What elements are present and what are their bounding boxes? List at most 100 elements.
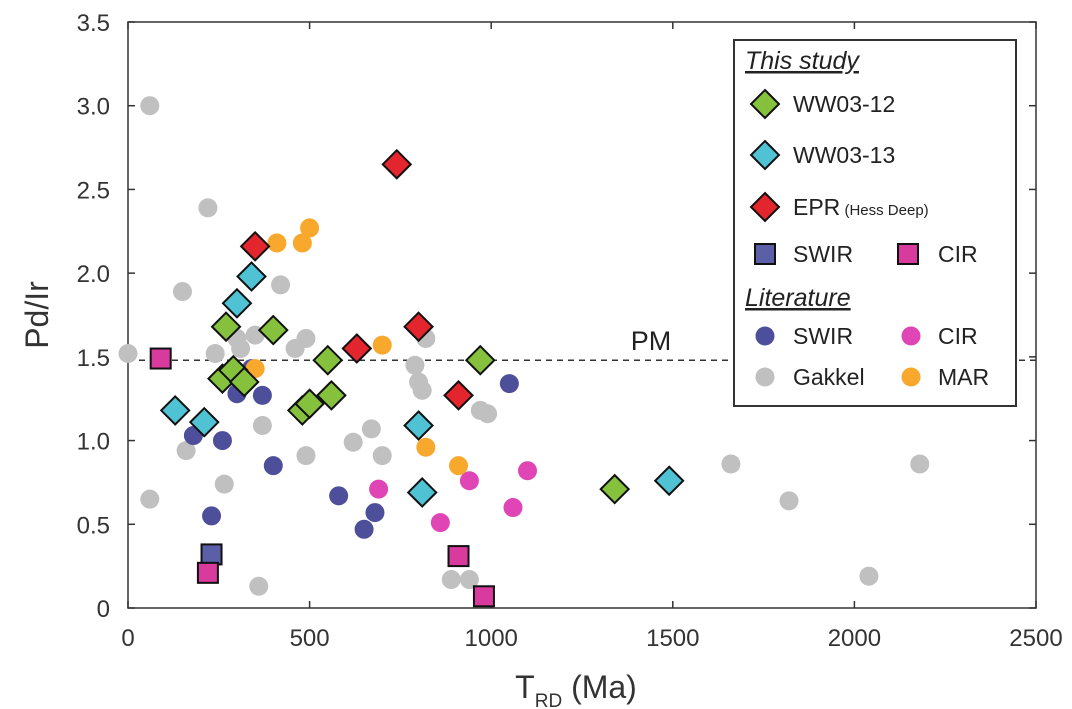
point-gakkel — [252, 416, 272, 436]
y-tick-label: 2.0 — [77, 261, 110, 288]
point-gakkel — [779, 491, 799, 511]
y-tick-label: 2.5 — [77, 177, 110, 204]
point-ww0313 — [159, 395, 191, 426]
legend-heading-literature: Literature — [745, 284, 851, 312]
x-tick-label: 1500 — [646, 625, 699, 652]
legend-mar-label: MAR — [938, 364, 989, 390]
point-gakkel — [140, 489, 160, 509]
series-ww0313 — [159, 261, 685, 508]
series-ww0312 — [207, 311, 631, 505]
point-cir_lit — [503, 498, 523, 518]
point-swir_lit — [252, 385, 272, 405]
point-swir_lit — [499, 374, 519, 394]
point-gakkel — [296, 446, 316, 466]
point-gakkel — [172, 282, 192, 302]
legend-swir-square-label: SWIR — [793, 241, 853, 267]
y-tick-label: 0.5 — [77, 512, 110, 539]
point-gakkel — [459, 570, 479, 590]
point-ww0312 — [210, 311, 242, 343]
point-ww0312 — [257, 314, 289, 346]
point-swir_lit — [212, 431, 232, 451]
point-gakkel — [176, 441, 196, 461]
point-swir_sq — [200, 543, 223, 566]
point-gakkel — [910, 454, 930, 474]
point-ww0313 — [236, 261, 267, 292]
point-gakkel — [214, 474, 234, 494]
point-cir_sq — [472, 585, 495, 608]
legend-ww0312-label: WW03-12 — [793, 91, 895, 117]
point-ww0313 — [221, 287, 253, 319]
y-tick-label: 0 — [97, 596, 110, 623]
point-cir_sq — [447, 545, 470, 568]
point-epr — [239, 230, 271, 262]
y-tick-label: 3.0 — [77, 94, 110, 121]
point-cir_sq — [196, 561, 219, 584]
point-cir_lit — [430, 513, 450, 533]
point-gakkel — [296, 328, 316, 348]
data-points — [118, 96, 930, 608]
point-epr — [341, 333, 373, 364]
legend-heading-this-study: This study — [745, 47, 860, 75]
point-cir_sq — [149, 347, 172, 370]
point-ww0312 — [315, 379, 347, 411]
point-ww0312 — [294, 388, 326, 420]
y-tick-label: 1.0 — [77, 429, 110, 456]
x-tick-label: 1000 — [465, 625, 518, 652]
point-gakkel — [343, 432, 363, 452]
point-gakkel — [118, 344, 138, 364]
point-epr — [381, 148, 413, 180]
point-ww0313 — [403, 410, 434, 441]
point-gakkel — [441, 570, 461, 590]
point-ww0313 — [406, 477, 438, 508]
point-swir_lit — [202, 506, 222, 526]
x-axis-label: TRD (Ma) — [515, 669, 637, 709]
point-gakkel — [205, 344, 225, 364]
legend-mar-marker — [901, 367, 921, 387]
point-ww0313 — [188, 406, 220, 438]
point-mar — [300, 218, 320, 238]
legend-ww0312-marker — [749, 88, 781, 120]
legend-cir-lit-marker — [901, 326, 921, 346]
point-epr — [443, 379, 474, 411]
series-cir_sq — [149, 347, 495, 608]
point-mar — [416, 437, 436, 457]
point-gakkel — [198, 198, 218, 218]
x-tick-label: 2000 — [828, 625, 881, 652]
series-swir_sq — [200, 543, 223, 566]
legend-swir-lit-marker — [755, 326, 775, 346]
point-gakkel — [231, 338, 251, 358]
point-gakkel — [249, 576, 269, 596]
point-swir_lit — [329, 486, 349, 506]
point-mar — [372, 335, 392, 355]
legend-epr-label: EPR (Hess Deep) — [793, 194, 929, 220]
point-mar — [292, 233, 312, 253]
point-mar — [449, 456, 469, 476]
legend-cir-square-marker — [897, 243, 919, 265]
point-gakkel — [140, 96, 160, 116]
legend-cir-square-label: CIR — [938, 241, 978, 267]
legend-box — [733, 39, 1017, 407]
point-gakkel — [405, 355, 425, 375]
legend-swir-square-marker — [754, 243, 776, 265]
series-epr — [239, 148, 474, 411]
pm-label: PM — [631, 326, 672, 356]
series-swir_lit — [183, 359, 519, 539]
point-swir_lit — [365, 503, 385, 523]
point-cir_lit — [518, 461, 538, 481]
point-gakkel — [372, 446, 392, 466]
point-swir_lit — [354, 519, 374, 539]
point-gakkel — [361, 419, 381, 439]
point-cir_lit — [459, 471, 479, 491]
point-gakkel — [721, 454, 741, 474]
y-tick-label: 1.5 — [77, 345, 110, 372]
point-ww0312 — [228, 366, 260, 398]
legend-gakkel-label: Gakkel — [793, 364, 865, 390]
legend-gakkel-marker — [755, 367, 775, 387]
legend-ww0313-label: WW03-13 — [793, 142, 895, 168]
point-gakkel — [412, 380, 432, 400]
point-ww0313 — [653, 465, 685, 497]
legend-swir-lit-label: SWIR — [793, 323, 853, 349]
point-cir_lit — [369, 479, 389, 499]
y-axis-label: Pd/Ir — [19, 281, 55, 349]
